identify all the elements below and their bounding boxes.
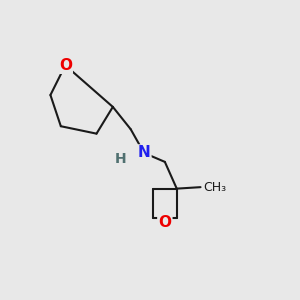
Text: N: N — [138, 146, 150, 160]
Text: H: H — [115, 152, 126, 166]
Text: O: O — [158, 215, 171, 230]
Text: CH₃: CH₃ — [203, 181, 226, 194]
Text: O: O — [59, 58, 72, 73]
